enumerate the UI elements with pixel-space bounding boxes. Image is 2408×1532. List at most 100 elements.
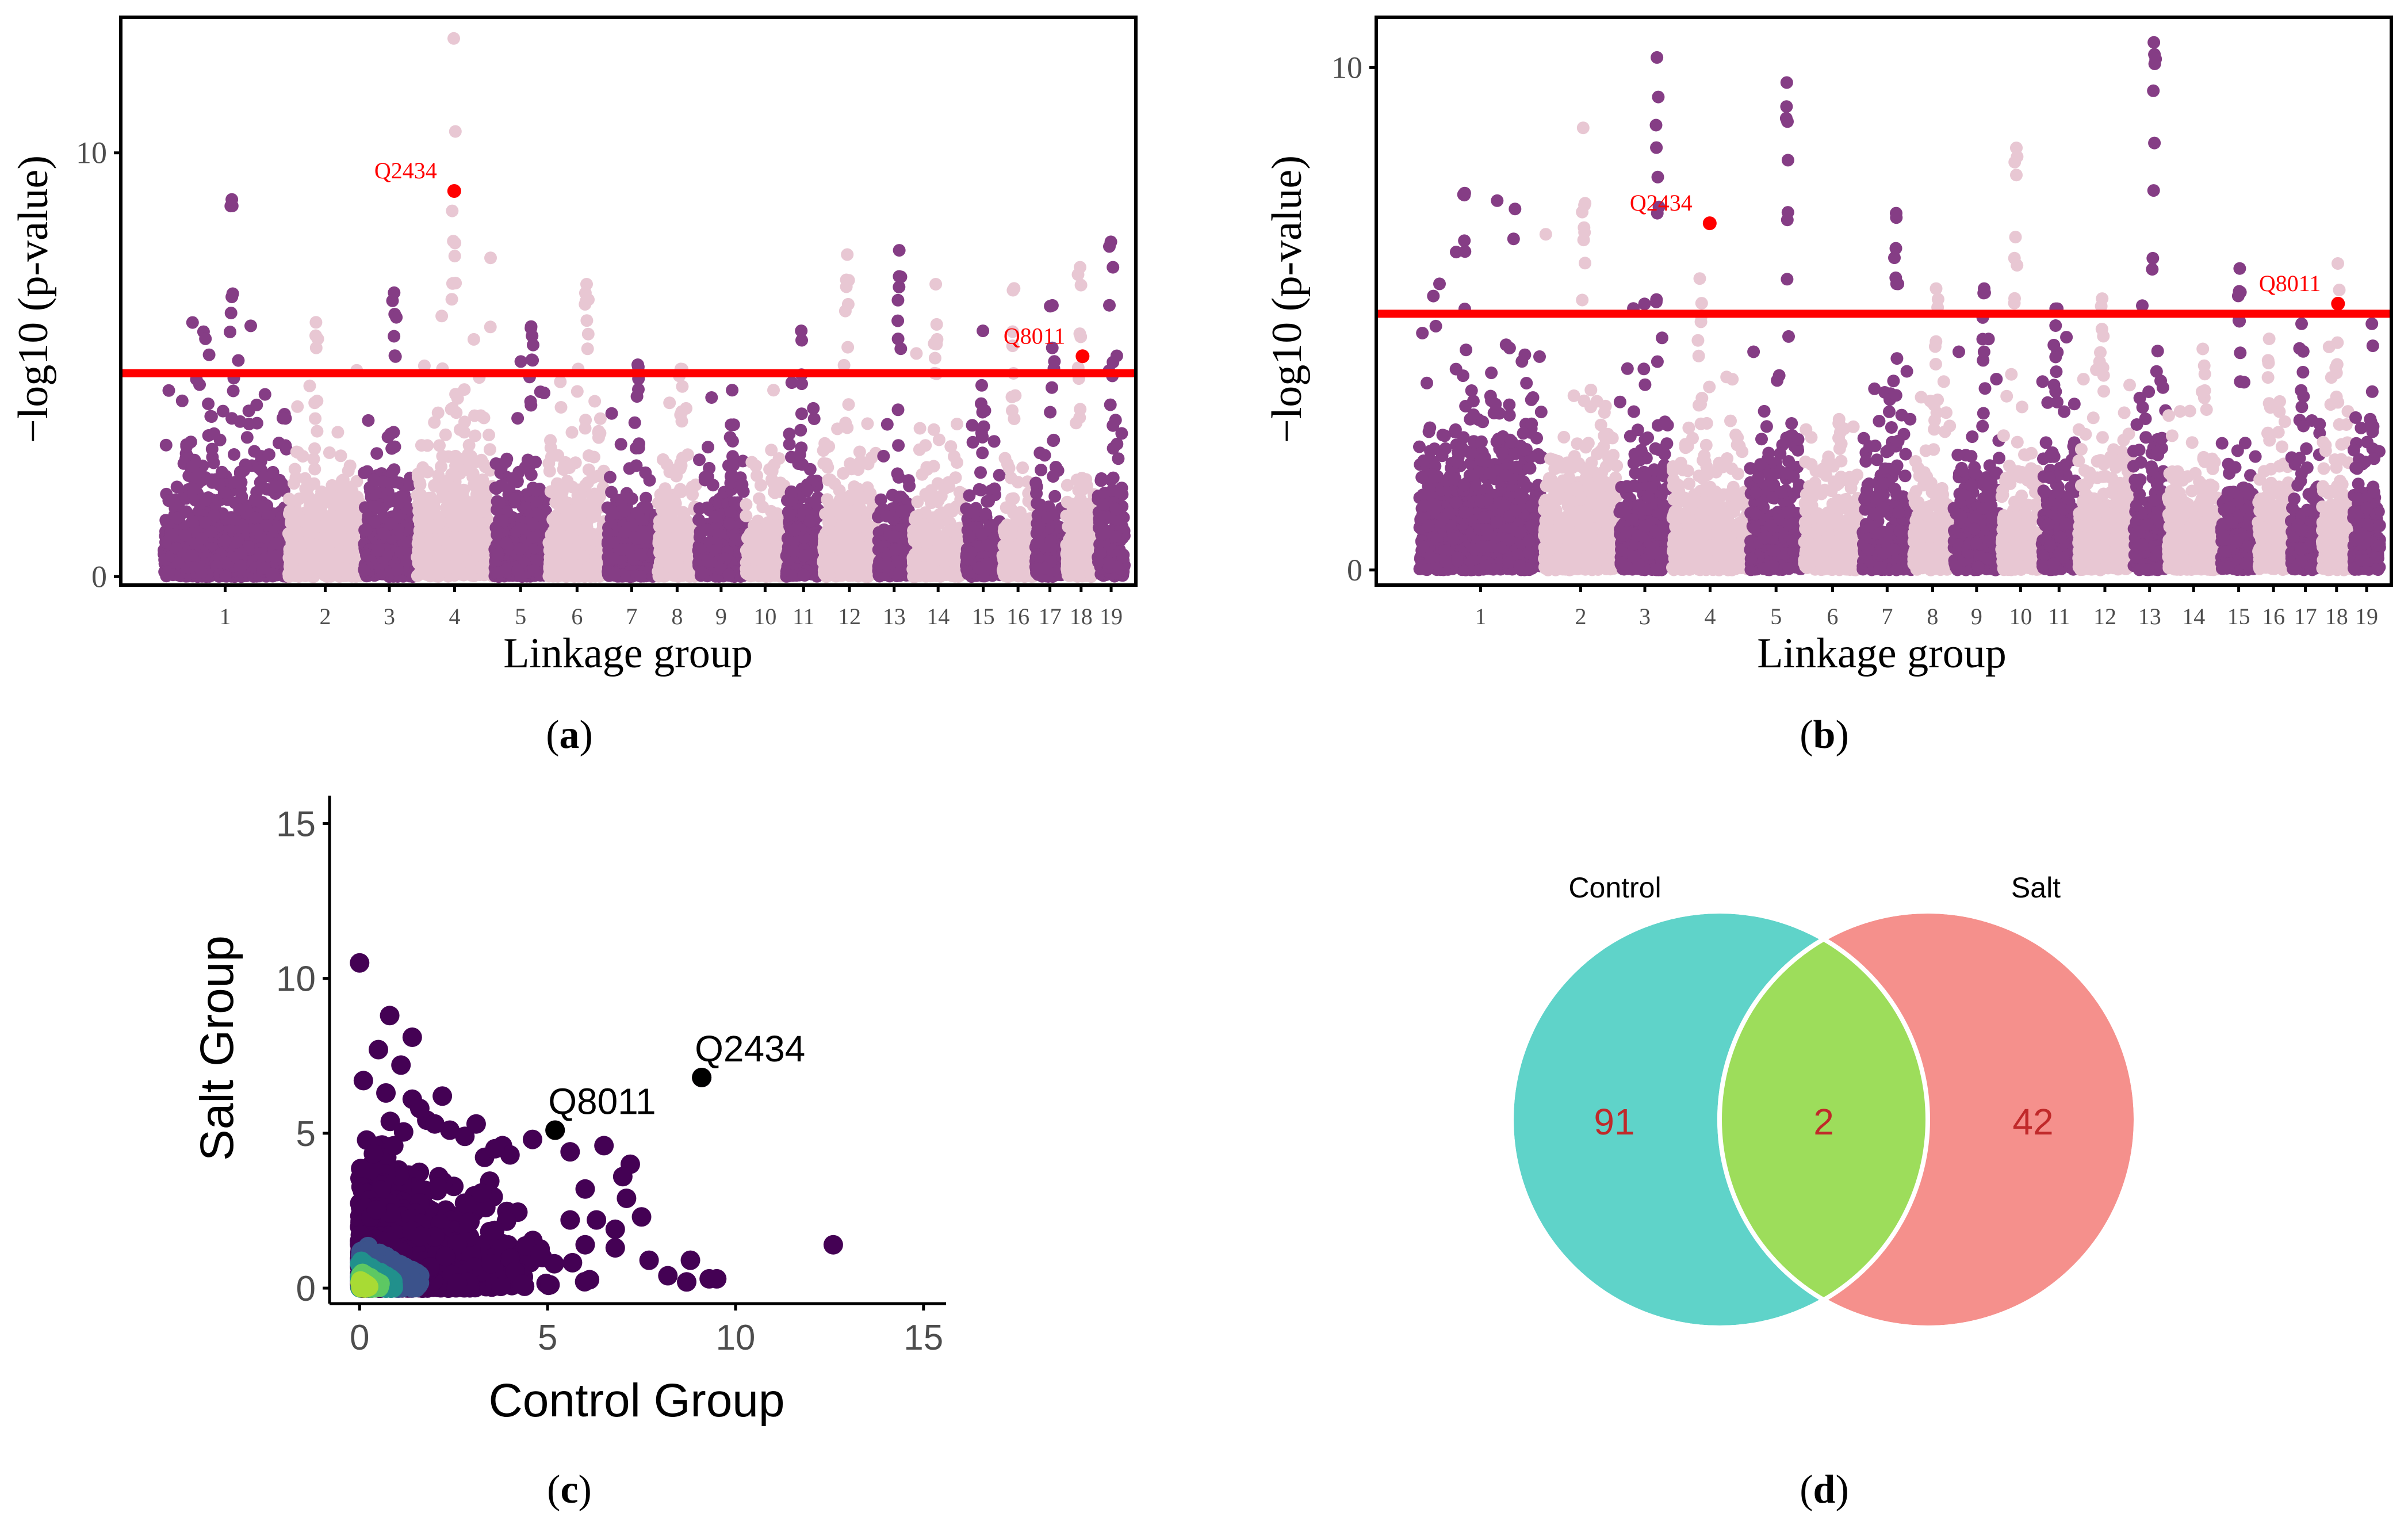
snp-point <box>229 536 242 549</box>
snp-point <box>186 549 199 562</box>
snp-point <box>723 431 737 444</box>
snp-point <box>303 379 316 392</box>
snp-point <box>640 531 653 544</box>
snp-point <box>605 486 618 499</box>
snp-point <box>316 560 329 574</box>
snp-point <box>659 482 672 495</box>
snp-point <box>326 548 339 561</box>
snp-point <box>178 529 192 542</box>
snp-peak-point <box>525 320 538 333</box>
snp-point <box>242 404 255 418</box>
snp-point <box>496 514 509 528</box>
snp-point <box>412 532 426 545</box>
snp-point <box>582 293 595 306</box>
snp-point <box>395 490 408 503</box>
snp-point <box>414 478 427 491</box>
snp-point <box>233 559 247 572</box>
snp-point <box>448 250 461 263</box>
snp-point <box>614 438 627 451</box>
snp-point <box>207 456 220 469</box>
snp-point <box>632 383 645 396</box>
snp-point <box>493 496 506 509</box>
snp-point <box>331 426 344 439</box>
snp-point <box>377 528 391 541</box>
snp-point <box>244 319 257 333</box>
snp-point <box>412 544 425 557</box>
snp-point <box>579 414 592 427</box>
snp-point <box>240 431 254 444</box>
snp-point <box>700 523 714 536</box>
snp-point <box>248 494 262 507</box>
snp-point <box>525 468 538 482</box>
snp-peak-point <box>795 324 808 338</box>
snp-point <box>386 465 399 479</box>
snp-point <box>530 495 543 508</box>
snp-point <box>513 542 526 556</box>
snp-point <box>257 471 270 483</box>
snp-point <box>530 484 543 497</box>
snp-point <box>760 543 773 556</box>
snp-point <box>439 428 452 441</box>
snp-point <box>327 498 340 511</box>
snp-point <box>390 311 403 324</box>
snp-point <box>219 534 232 547</box>
snp-point <box>760 563 774 576</box>
snp-point <box>527 338 539 352</box>
snp-point <box>436 450 449 463</box>
snp-point <box>695 566 708 579</box>
snp-point <box>449 125 462 138</box>
snp-point <box>324 510 337 523</box>
snp-point <box>435 310 449 323</box>
snp-point <box>508 492 521 506</box>
snp-point <box>233 503 246 516</box>
snp-point <box>554 375 567 388</box>
snp-point <box>428 416 441 429</box>
snp-point <box>334 449 347 463</box>
snp-point <box>594 412 607 425</box>
snp-point <box>288 477 301 490</box>
snp-point <box>189 471 202 484</box>
snp-point <box>500 537 513 550</box>
snp-point <box>581 342 594 356</box>
snp-point <box>186 316 199 329</box>
snp-point <box>323 446 336 459</box>
snp-point <box>675 459 688 472</box>
snp-point <box>195 532 208 545</box>
snp-point <box>709 510 721 524</box>
snp-point <box>287 507 300 520</box>
snp-point <box>368 500 381 513</box>
snp-point <box>492 566 504 579</box>
snp-point <box>206 476 219 489</box>
snp-point <box>449 236 462 250</box>
snp-point <box>309 329 322 342</box>
snp-point <box>565 426 579 439</box>
snp-point <box>725 470 738 483</box>
snp-point <box>736 478 749 491</box>
snp-point <box>751 469 763 482</box>
snp-point <box>634 570 648 583</box>
snp-point <box>670 530 683 543</box>
snp-point <box>446 204 459 217</box>
snp-point <box>740 509 753 522</box>
snp-point <box>293 492 306 506</box>
snp-point <box>362 414 375 427</box>
snp-point <box>861 417 874 430</box>
snp-point <box>663 396 676 410</box>
snp-point <box>484 251 497 265</box>
snp-point <box>724 506 737 519</box>
snp-point <box>175 394 189 407</box>
snp-point <box>412 498 425 511</box>
snp-point <box>785 485 798 498</box>
snp-point <box>529 456 542 469</box>
snp-point <box>674 483 687 496</box>
snp-point <box>415 439 428 452</box>
snp-point <box>727 418 740 431</box>
snp-point <box>576 568 589 582</box>
snp-point <box>205 410 218 423</box>
snp-point <box>309 412 322 425</box>
snp-point <box>262 448 275 461</box>
snp-point <box>360 524 373 537</box>
snp-point <box>618 505 631 518</box>
snp-point <box>701 554 714 567</box>
